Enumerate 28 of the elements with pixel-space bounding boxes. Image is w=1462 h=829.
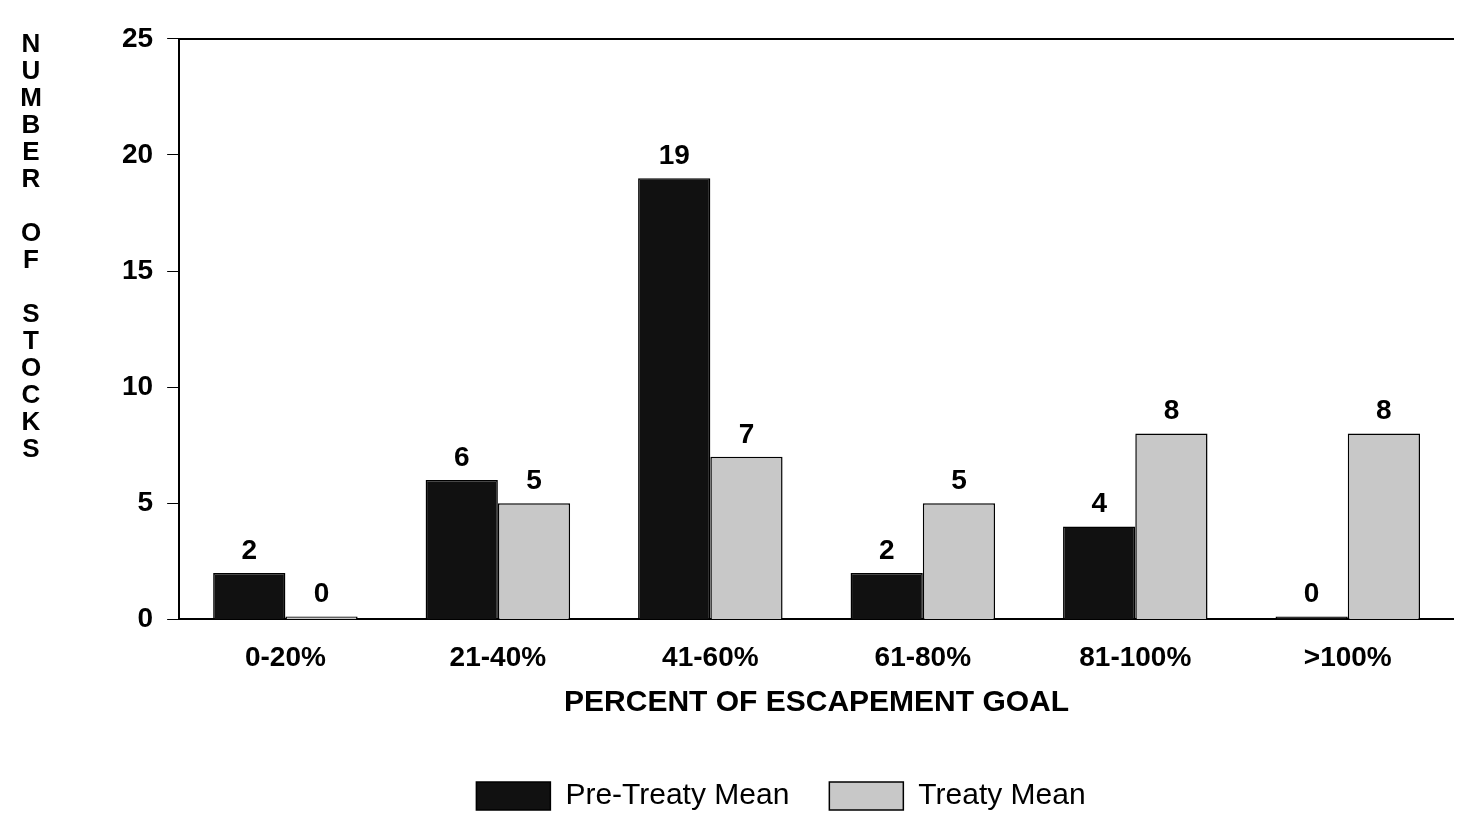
y-tick-label: 0 (137, 602, 154, 634)
data-label: 5 (951, 464, 967, 495)
data-label: 2 (241, 533, 258, 565)
data-label: 0 (313, 577, 330, 609)
x-tick-label: 81-100% (1079, 640, 1192, 672)
data-label: 7 (738, 417, 755, 449)
data-label: 8 (1163, 394, 1180, 426)
data-label: 19 (658, 138, 690, 170)
data-label: 5 (526, 464, 542, 495)
y-tick-label: 20 (121, 137, 154, 169)
data-label: 8 (1376, 394, 1392, 426)
y-tick-label: 5 (137, 486, 154, 517)
y-axis-title: NUMBER OF STOCKS (16, 28, 46, 460)
x-tick-label: 21-40% (449, 640, 547, 672)
y-tick-label: 15 (121, 253, 154, 285)
x-tick-label: 61-80% (874, 640, 972, 672)
data-label: 2 (878, 533, 895, 565)
y-tick-label: 10 (121, 369, 154, 401)
y-tick-label: 25 (121, 21, 154, 53)
legend-label: Treaty Mean (918, 777, 1086, 811)
x-tick-label: >100% (1303, 640, 1392, 672)
x-tick-label: 0-20% (244, 640, 326, 672)
x-axis-title: PERCENT OF ESCAPEMENT GOAL (564, 684, 1070, 718)
data-label: 4 (1091, 487, 1108, 519)
legend-label: Pre-Treaty Mean (565, 777, 790, 811)
x-tick-label: 41-60% (662, 640, 759, 672)
data-label: 0 (1303, 577, 1320, 609)
data-label: 6 (453, 440, 470, 472)
